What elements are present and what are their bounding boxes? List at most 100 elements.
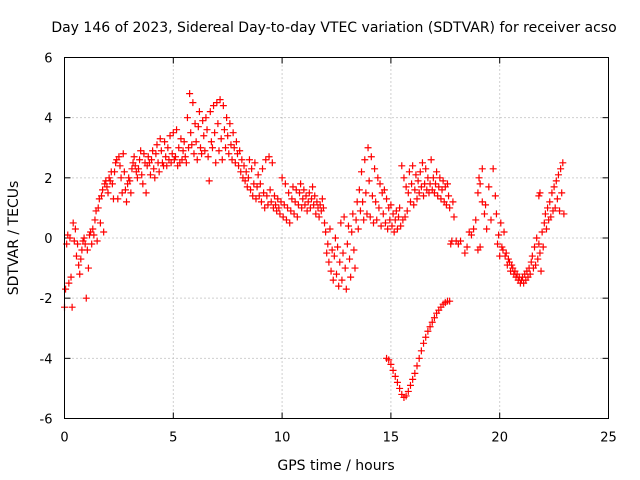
data-point [230,144,238,152]
data-point [255,192,263,200]
data-point [130,153,138,161]
data-point [138,171,146,179]
data-point [181,153,189,161]
data-point [312,210,320,218]
data-point [144,153,152,161]
data-point [349,210,357,218]
data-point [179,147,187,155]
y-tick-label: 6 [44,52,52,67]
data-point [96,219,104,227]
data-point [108,180,116,188]
data-point [242,168,250,176]
y-tick-label: 2 [44,172,52,187]
data-point [406,198,414,206]
data-point [405,168,413,176]
data-point [383,195,391,203]
data-point [389,366,397,374]
data-point [285,189,293,197]
data-point [327,267,335,275]
data-point [114,195,122,203]
data-point [415,354,423,362]
data-point [416,168,424,176]
chart-title: Day 146 of 2023, Sidereal Day-to-day VTE… [51,20,616,36]
data-point [313,198,321,206]
data-point [294,201,302,209]
data-point [531,243,539,251]
data-point [188,141,196,149]
data-point [384,225,392,233]
data-point [535,192,543,200]
data-point [409,375,417,383]
data-point [435,183,443,191]
series-dip-track [383,297,454,401]
data-point [286,219,294,227]
data-point [413,362,421,370]
data-point [190,150,198,158]
data-point [192,138,200,146]
data-point [105,174,113,182]
data-point [410,201,418,209]
data-point [249,192,257,200]
data-point [215,147,223,155]
data-point [544,204,552,212]
data-point [536,249,544,257]
data-point [161,138,169,146]
data-point [112,159,120,167]
data-point [146,171,154,179]
data-point [219,102,227,110]
data-point [319,204,327,212]
data-point [280,201,288,209]
data-point [498,243,506,251]
data-point [504,255,512,263]
data-point [380,186,388,194]
data-point [265,153,273,161]
data-point [205,177,213,185]
data-point [224,132,232,140]
data-point [426,323,434,331]
data-point [424,327,432,335]
data-point [214,120,222,128]
data-point [344,222,352,230]
data-point [66,234,74,242]
data-point [89,225,97,233]
data-point [227,141,235,149]
data-point [277,198,285,206]
data-point [548,189,556,197]
data-point [528,252,536,260]
data-point [396,384,404,392]
data-point [185,144,193,152]
data-point [111,168,119,176]
data-point [104,189,112,197]
data-point [279,213,287,221]
data-point [309,183,317,191]
data-point [225,150,233,158]
data-point [445,192,453,200]
data-point [487,216,495,224]
data-point [65,279,73,287]
data-point [476,180,484,188]
data-point [116,162,124,170]
data-point [432,180,440,188]
x-axis-label: GPS time / hours [277,458,394,474]
series-main-track [61,90,458,311]
data-point [557,165,565,173]
data-point [388,222,396,230]
data-point [495,231,503,239]
data-point [417,183,425,191]
series-late-track [452,159,568,287]
data-point [260,189,268,197]
y-tick-label: -2 [40,292,53,307]
data-point [293,213,301,221]
data-point [311,192,319,200]
data-point [218,156,226,164]
data-point [222,144,230,152]
data-point [150,165,158,173]
data-point [336,258,344,266]
data-point [556,207,564,215]
data-point [422,333,430,341]
data-point [470,225,478,233]
data-point [301,201,309,209]
data-point [182,159,190,167]
data-point [151,174,159,182]
